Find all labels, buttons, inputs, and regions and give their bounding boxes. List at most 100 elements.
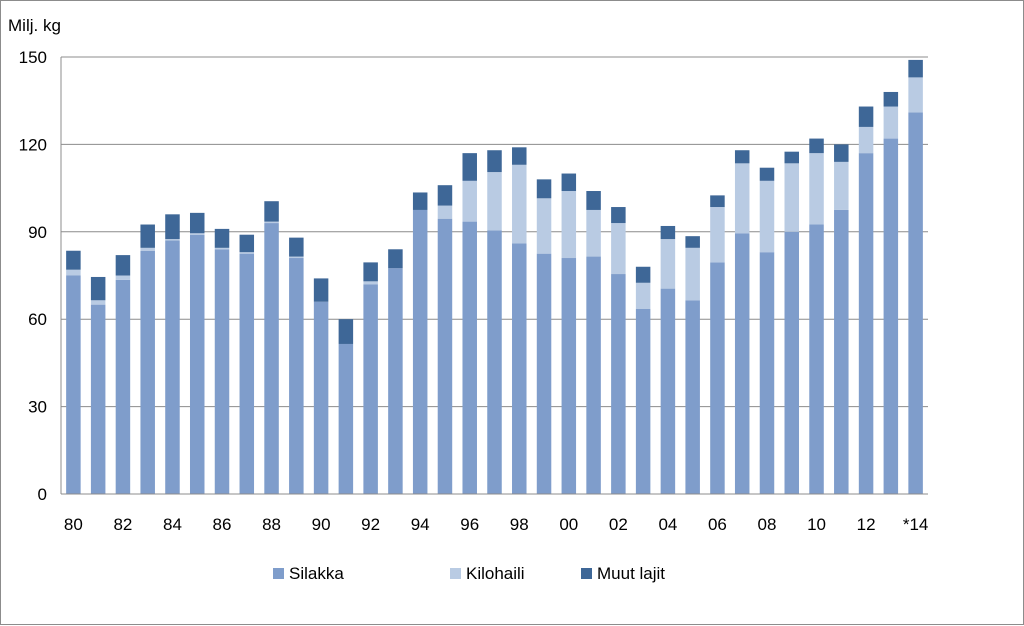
bar-segment: [635, 282, 651, 309]
bar-segment: [264, 223, 279, 494]
bar-segment: [388, 268, 403, 494]
x-tick-label: 06: [708, 515, 727, 534]
bar-segment: [487, 172, 502, 231]
bar-segment: [66, 275, 81, 494]
y-tick-label: 30: [28, 398, 47, 417]
bar-segment: [363, 281, 378, 285]
bar-segment: [412, 192, 428, 210]
x-tick-label: 10: [807, 515, 826, 534]
axes: 0 30 60 90 120 150 80 82 84 86 88 90 92 94 96 98 00 02 04 0…: [19, 48, 929, 534]
bar-segment: [784, 163, 800, 232]
bar-segment: [239, 253, 255, 494]
bar-segment: [908, 112, 923, 494]
bar-segment: [66, 269, 81, 276]
bar-segment: [412, 209, 428, 494]
bar-segment: [363, 284, 378, 494]
x-tick-label: 96: [460, 515, 479, 534]
x-tick-label: 02: [609, 515, 628, 534]
x-tick-label: 04: [658, 515, 677, 534]
bar-segment: [140, 224, 155, 248]
bar-segment: [239, 252, 255, 254]
bar-segment: [586, 191, 601, 210]
bar-segment: [809, 224, 824, 494]
bar-segment: [437, 185, 453, 206]
x-tick-label: 08: [758, 515, 777, 534]
x-tick-label: 00: [559, 515, 578, 534]
bar-segment: [834, 144, 849, 162]
bar-segment: [759, 167, 775, 181]
bar-segment: [90, 304, 106, 494]
bar-segment: [462, 221, 477, 494]
legend-label: Muut lajit: [597, 564, 665, 583]
bar-segment: [313, 278, 329, 302]
bar-segment: [635, 266, 651, 283]
x-tick-label: 12: [857, 515, 876, 534]
bar-segment: [437, 218, 453, 494]
bar-segment: [487, 150, 502, 173]
bar-segment: [487, 230, 502, 494]
bar-segment: [264, 221, 279, 224]
bar-segment: [363, 262, 378, 282]
bar-segment: [611, 223, 626, 275]
bar-segment: [784, 151, 800, 164]
x-tick-label: 90: [312, 515, 331, 534]
bar-segment: [536, 253, 552, 494]
bar-segment: [289, 256, 304, 259]
bar-segment: [115, 255, 131, 276]
x-tick-label: 98: [510, 515, 529, 534]
y-tick-label: 120: [19, 135, 47, 154]
bar-segment: [734, 163, 750, 234]
bar-segment: [611, 274, 626, 494]
legend: Silakka Kilohaili Muut lajit: [273, 564, 665, 583]
bar-segment: [338, 319, 354, 344]
y-tick-label: 60: [28, 310, 47, 329]
bar-segment: [710, 195, 725, 208]
bar-segment: [734, 150, 750, 164]
bar-segment: [759, 180, 775, 253]
legend-swatch: [450, 568, 461, 579]
bar-segment: [313, 301, 329, 494]
x-tick-label: 80: [64, 515, 83, 534]
bar-segment: [140, 247, 155, 251]
bar-segment: [561, 191, 577, 259]
bar-segment: [734, 233, 750, 494]
bar-segment: [858, 106, 874, 127]
bar-segment: [115, 279, 131, 494]
bar-segment: [536, 198, 552, 254]
legend-swatch: [581, 568, 592, 579]
bars: [66, 59, 923, 495]
y-axis-title: Milj. kg: [8, 16, 61, 35]
bar-segment: [710, 262, 725, 494]
bar-segment: [858, 153, 874, 494]
bar-segment: [759, 252, 775, 494]
bar-segment: [90, 300, 106, 305]
bar-segment: [685, 247, 700, 301]
bar-segment: [660, 288, 676, 494]
bar-segment: [586, 256, 601, 494]
x-tick-label: 92: [361, 515, 380, 534]
bar-segment: [512, 164, 527, 244]
bar-segment: [437, 205, 453, 219]
bar-segment: [512, 243, 527, 494]
bar-segment: [165, 239, 180, 241]
bar-segment: [536, 179, 552, 199]
bar-segment: [908, 77, 923, 113]
bar-segment: [685, 236, 700, 248]
bar-segment: [214, 228, 230, 248]
x-tick-label: *14: [903, 515, 929, 534]
bar-segment: [462, 153, 477, 181]
x-tick-label: 86: [213, 515, 232, 534]
bar-segment: [635, 309, 651, 494]
bar-segment: [611, 207, 626, 224]
bar-segment: [239, 234, 255, 253]
bar-segment: [586, 209, 601, 257]
bar-segment: [165, 214, 180, 240]
bar-segment: [660, 239, 676, 289]
legend-label: Silakka: [289, 564, 344, 583]
x-tick-label: 94: [411, 515, 430, 534]
legend-swatch: [273, 568, 284, 579]
bar-segment: [289, 237, 304, 257]
bar-segment: [561, 258, 577, 494]
x-tick-label: 82: [113, 515, 132, 534]
bar-segment: [784, 231, 800, 495]
